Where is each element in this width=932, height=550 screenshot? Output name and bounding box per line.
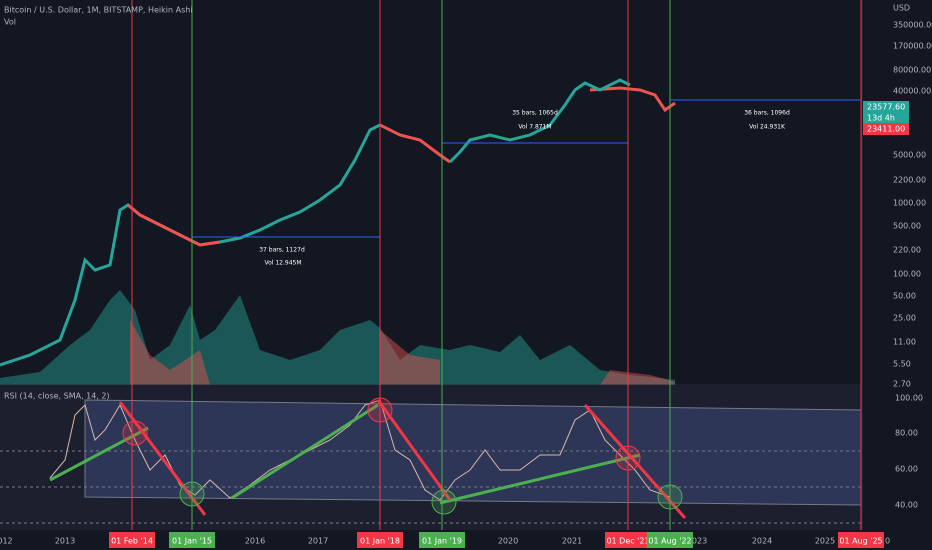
time-label: 2023 xyxy=(687,537,707,546)
price-label: 5000.00 xyxy=(893,151,926,160)
price-label: 170000.00 xyxy=(893,42,932,51)
annotation: 37 bars, 1127d xyxy=(259,247,305,254)
price-label: 500.00 xyxy=(893,222,921,231)
time-axis xyxy=(0,530,932,550)
rsi-label: 100.00 xyxy=(895,394,923,403)
price-up xyxy=(448,78,631,164)
time-label: 2025 xyxy=(815,537,835,546)
date-marker-label: 01 Aug '22 xyxy=(648,537,691,546)
countdown: 13d 4h xyxy=(867,114,895,123)
volume-area-red xyxy=(130,320,675,385)
date-marker xyxy=(647,532,693,548)
annotation: 36 bars, 1096d xyxy=(744,110,790,117)
date-marker xyxy=(419,532,465,548)
circle-marker xyxy=(431,489,457,515)
trend-line xyxy=(231,403,379,500)
chart-title: Bitcoin / U.S. Dollar, 1M, BITSTAMP, Hei… xyxy=(4,6,193,15)
rsi-label: 60.00 xyxy=(895,465,918,474)
current-price: 23577.60 xyxy=(867,103,905,112)
time-label: 2013 xyxy=(55,537,75,546)
price-label: 25.00 xyxy=(893,314,916,323)
date-marker-label: 01 Dec '21 xyxy=(606,537,649,546)
date-marker-label: 01 Aug '25 xyxy=(839,537,882,546)
rsi-title: RSI (14, close, SMA, 14, 2) xyxy=(4,392,110,401)
price-label: 2200.00 xyxy=(893,176,926,185)
price-label: 40000.00 xyxy=(893,87,931,96)
subtitle: Vol xyxy=(4,18,16,27)
price-down xyxy=(127,86,676,247)
date-marker xyxy=(169,532,215,548)
date-marker xyxy=(357,532,403,548)
rsi-label: 80.00 xyxy=(895,429,918,438)
price-label: 5.50 xyxy=(893,360,911,369)
trend-line xyxy=(583,404,687,519)
price-label: 1000.00 xyxy=(893,199,926,208)
date-marker xyxy=(109,532,155,548)
time-label: 2020 xyxy=(498,537,518,546)
time-label: 2016 xyxy=(245,537,265,546)
volume-area xyxy=(0,290,675,385)
price-label: 350000.00 xyxy=(893,21,932,30)
price-label: 11.00 xyxy=(893,338,916,347)
date-marker-label: 01 Jan '19 xyxy=(422,537,462,546)
annotation: Vol 12.945M xyxy=(264,260,301,267)
countdown-tag xyxy=(863,113,909,123)
annotation: 35 bars, 1065d xyxy=(512,110,558,117)
price-label: 50.00 xyxy=(893,292,916,301)
circle-marker xyxy=(122,420,148,446)
annotation: Vol 7.871M xyxy=(518,124,551,131)
time-label: 2017 xyxy=(308,537,328,546)
time-label: 20 xyxy=(880,537,890,546)
date-marker-label: 01 Jan '15 xyxy=(172,537,212,546)
date-marker xyxy=(605,532,651,548)
trend-line xyxy=(439,453,641,505)
date-marker-label: 01 Jan '18 xyxy=(360,537,400,546)
annotation: Vol 24.931K xyxy=(749,124,786,131)
price-axis xyxy=(862,0,932,550)
time-label: 012 xyxy=(0,537,13,546)
price-label: 100.00 xyxy=(893,270,921,279)
rsi-label: 40.00 xyxy=(895,501,918,510)
rsi-line xyxy=(49,399,671,501)
time-label: 2024 xyxy=(752,537,772,546)
price-label: 2.70 xyxy=(893,380,911,389)
price-tag xyxy=(863,101,909,113)
price-tag xyxy=(863,123,909,135)
price-label: 220.00 xyxy=(893,246,921,255)
last-price: 23411.00 xyxy=(867,125,905,134)
unit: USD xyxy=(893,4,910,13)
date-marker-label: 01 Feb '14 xyxy=(111,537,153,546)
time-label: 2021 xyxy=(562,537,582,546)
date-marker xyxy=(838,532,884,548)
price-label: 80000.00 xyxy=(893,66,931,75)
